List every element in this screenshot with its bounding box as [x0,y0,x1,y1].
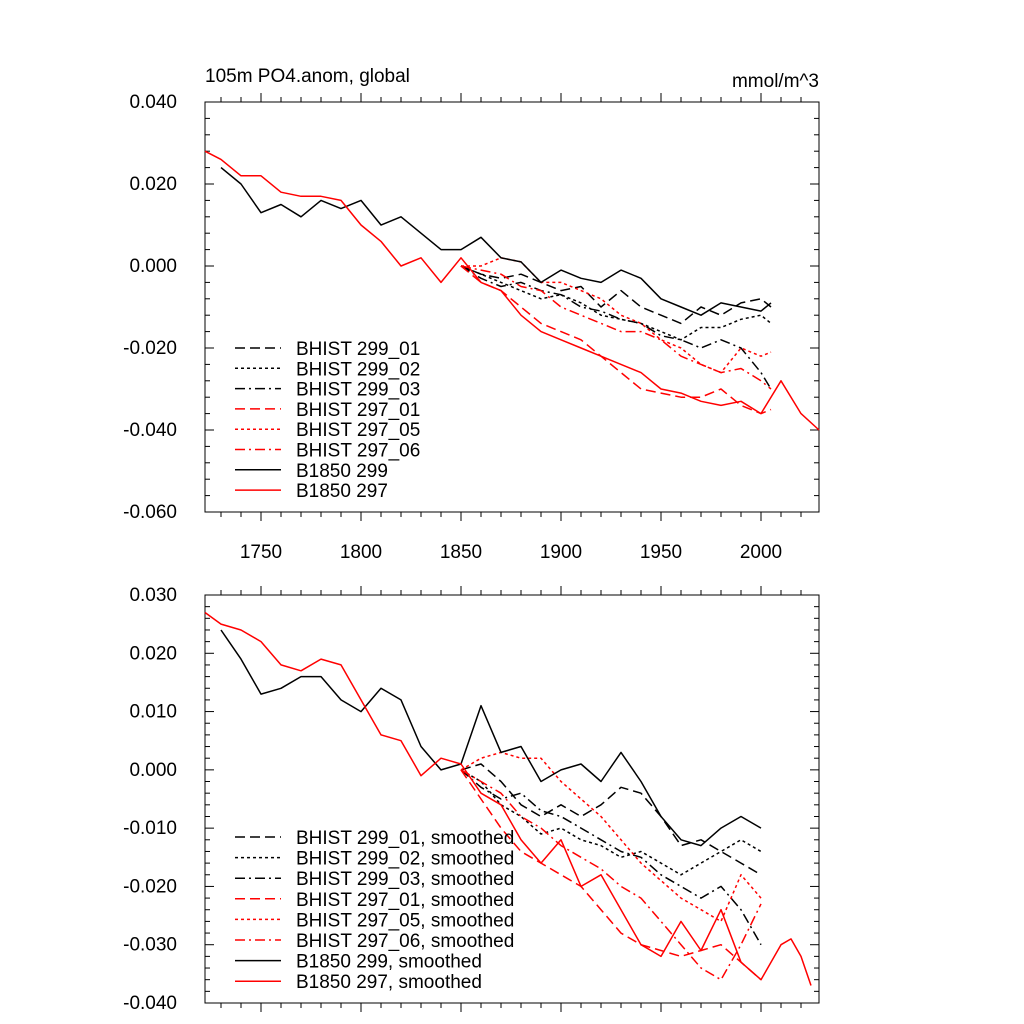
series-line-bhist-299-01 [460,265,772,325]
series-line-bhist-297-05-smoothed [460,751,762,923]
series-line-bhist-299-03 [460,265,772,390]
bottom-ticks: 0.030 0.020 0.010 0.000 -0.010 -0.020 -0.030 -0… [123,585,819,1014]
legend-label: B1850 299, smoothed [296,952,482,973]
legend-label: BHIST 297_06, smoothed [296,931,514,952]
legend-label: BHIST 299_03, smoothed [296,869,514,890]
y-tick-label: 0.030 [129,585,177,606]
series-line-b1850-299-smoothed [220,629,762,847]
y-tick-label: -0.020 [123,338,177,359]
y-tick-label: -0.060 [123,502,177,523]
series-line-b1850-297 [204,150,820,431]
series-line-b1850-299 [220,167,772,316]
series-line-bhist-297-06-smoothed [460,769,762,981]
x-tick-label: 2000 [740,542,782,563]
series-line-bhist-297-05 [461,257,772,374]
x-tick-label: 1900 [540,542,582,563]
y-tick-label: 0.000 [129,256,177,277]
series-line-bhist-297-01-smoothed [460,769,762,981]
legend-label: BHIST 299_02 [296,359,420,380]
legend-label: BHIST 299_01, smoothed [296,828,514,849]
series-line-bhist-297-06 [460,265,772,390]
legend-label: B1850 297 [296,481,388,502]
series-line-bhist-299-01-smoothed [460,763,762,876]
y-tick-label: 0.000 [129,760,177,781]
series-line-bhist-297-01 [460,265,772,415]
legend-label: BHIST 299_01 [296,339,420,360]
legend-label: BHIST 297_01, smoothed [296,890,514,911]
bottom-panel: 0.030 0.020 0.010 0.000 -0.010 -0.020 -0.030 -0… [123,585,820,1014]
y-tick-label: -0.010 [123,818,177,839]
y-tick-label: 0.010 [129,702,177,723]
y-tick-label: -0.040 [123,993,177,1014]
top-chart-title: 105m PO4.anom, global [205,66,410,87]
legend-label: BHIST 299_03 [296,380,420,401]
y-tick-label: 0.040 [129,92,177,113]
series-line-b1850-297-smoothed [204,611,812,986]
series-line-bhist-299-02-smoothed [460,769,762,876]
x-tick-label: 1750 [240,542,282,563]
top-panel: 105m PO4.anom, global mmol/m^3 0.040 0.02… [123,66,820,563]
y-tick-label: 0.020 [129,643,177,664]
bottom-plot-frame [204,594,820,1004]
legend-label: BHIST 297_01 [296,400,420,421]
bottom-series-lines [204,611,812,986]
x-tick-label: 1850 [440,542,482,563]
legend-label: B1850 299 [296,461,388,482]
top-plot-frame [204,101,820,513]
y-tick-label: -0.040 [123,420,177,441]
legend-label: BHIST 297_06 [296,441,420,462]
series-line-bhist-299-03-smoothed [460,769,762,946]
legend-label: BHIST 299_02, smoothed [296,849,514,870]
legend-label: BHIST 297_05 [296,420,420,441]
x-tick-label: 1950 [640,542,682,563]
legend-label: BHIST 297_05, smoothed [296,910,514,931]
top-ticks: 0.040 0.020 0.000 -0.020 -0.040 -0.060 1750 180… [123,92,819,563]
top-series-lines [204,150,820,431]
x-tick-label: 1800 [340,542,382,563]
y-tick-label: 0.020 [129,174,177,195]
top-chart-units: mmol/m^3 [732,71,819,92]
y-tick-label: -0.020 [123,876,177,897]
legend-label: B1850 297, smoothed [296,972,482,993]
y-tick-label: -0.030 [123,935,177,956]
